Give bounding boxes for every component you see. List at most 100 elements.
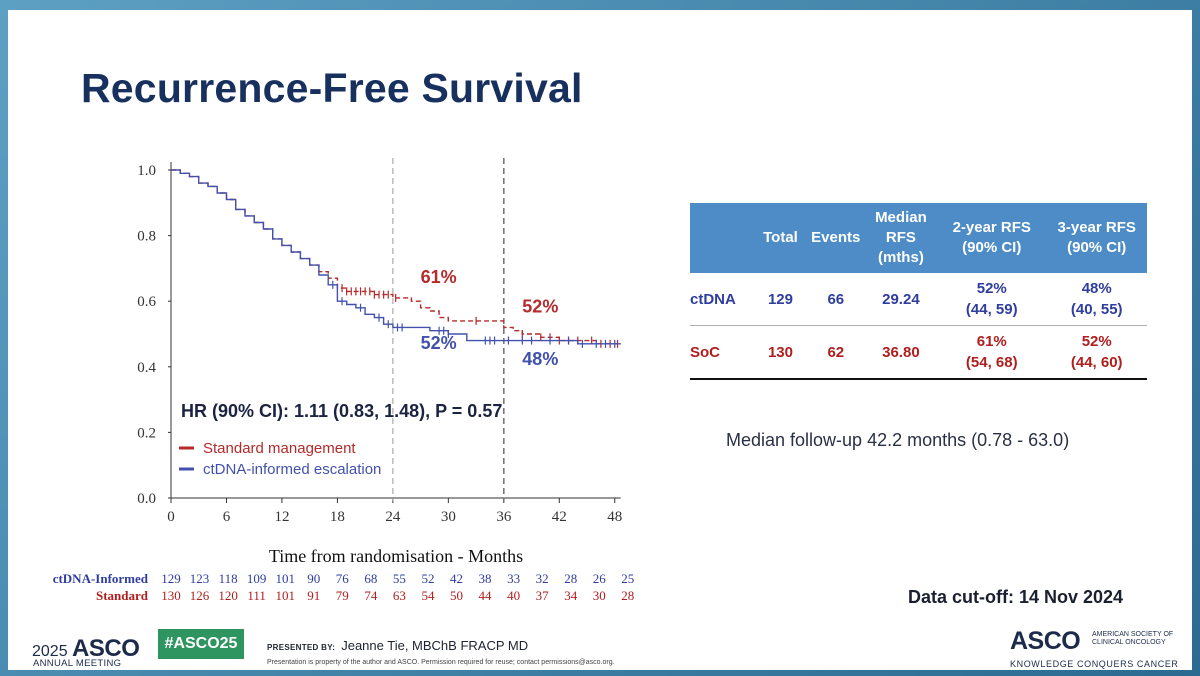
x-tick-label: 30 <box>441 509 456 525</box>
risk-value: 54 <box>421 588 435 603</box>
risk-value: 123 <box>190 571 210 586</box>
logo-asco: ASCO <box>72 635 140 662</box>
cell-2yr: 61% (54, 68) <box>937 325 1047 380</box>
x-axis-label: Time from randomisation - Months <box>269 546 523 566</box>
risk-value: 90 <box>307 571 320 586</box>
risk-value: 111 <box>247 588 266 603</box>
header-total: Total <box>763 229 798 246</box>
cell-2yr-ci: (54, 68) <box>965 354 1018 371</box>
cell-3yr: 52% (44, 60) <box>1046 325 1147 380</box>
logo-year: 2025 <box>32 643 68 660</box>
risk-value: 52 <box>421 571 434 586</box>
risk-value: 130 <box>161 588 181 603</box>
risk-value: 30 <box>593 588 606 603</box>
risk-value: 38 <box>479 571 492 586</box>
table-row-soc: SoC 130 62 36.80 61% (54, 68) 52% (44, 60) <box>690 325 1147 380</box>
y-tick-label: 0.6 <box>137 294 156 310</box>
presenter-name: Jeanne Tie, MBChB FRACP MD <box>341 638 529 653</box>
legend-label-standard: Standard management <box>203 440 356 457</box>
y-tick-label: 0.4 <box>137 360 156 376</box>
risk-value: 42 <box>450 571 463 586</box>
header-median-rfs: Median RFS (mths) <box>875 209 927 266</box>
rate-annotation: 52% <box>421 333 457 353</box>
risk-value: 118 <box>219 571 238 586</box>
risk-value: 63 <box>393 588 406 603</box>
x-tick-label: 48 <box>607 509 622 525</box>
risk-value: 91 <box>307 588 320 603</box>
risk-value: 37 <box>536 588 550 603</box>
cell-3yr: 48% (40, 55) <box>1046 273 1147 326</box>
x-tick-label: 6 <box>223 509 231 525</box>
risk-value: 129 <box>161 571 181 586</box>
risk-value: 40 <box>507 588 520 603</box>
rfs-summary-table: Total Events Median RFS (mths) 2-year RF… <box>690 203 1147 380</box>
cell-median: 36.80 <box>864 325 938 380</box>
risk-value: 33 <box>507 571 520 586</box>
km-curve <box>171 169 621 345</box>
risk-row-label: Standard <box>96 588 149 603</box>
cell-3yr-ci: (40, 55) <box>1070 301 1123 318</box>
presented-by-label: PRESENTED BY: <box>267 643 336 652</box>
cell-events: 62 <box>806 325 865 380</box>
rate-annotation: 61% <box>421 267 457 287</box>
asco-tagline: KNOWLEDGE CONQUERS CANCER <box>1010 659 1179 669</box>
cell-2yr: 52% (44, 59) <box>937 273 1047 326</box>
legend: Standard management ctDNA-informed escal… <box>179 440 381 478</box>
cell-3yr-value: 48% <box>1081 280 1112 297</box>
y-tick-label: 0.8 <box>137 229 156 245</box>
table-header-row: Total Events Median RFS (mths) 2-year RF… <box>690 203 1147 273</box>
header-blank <box>690 203 754 273</box>
risk-value: 55 <box>393 571 406 586</box>
x-tick-label: 42 <box>552 509 567 525</box>
logo-meeting-text: ANNUAL MEETING <box>33 658 122 669</box>
cell-2yr-value: 52% <box>976 280 1007 297</box>
x-tick-label: 12 <box>274 509 289 525</box>
risk-value: 25 <box>621 571 634 586</box>
header-3yr-rfs: 3-year RFS (90% CI) <box>1057 219 1136 256</box>
risk-value: 68 <box>364 571 377 586</box>
y-tick-label: 1.0 <box>137 163 156 179</box>
cell-events: 66 <box>806 273 865 326</box>
cell-3yr-value: 52% <box>1081 333 1112 350</box>
cell-median: 29.24 <box>864 273 938 326</box>
legend-label-ctdna: ctDNA-informed escalation <box>203 461 381 478</box>
risk-value: 101 <box>275 588 295 603</box>
asco-logo: ASCO <box>1010 627 1081 655</box>
risk-value: 32 <box>536 571 549 586</box>
risk-value: 50 <box>450 588 463 603</box>
risk-value: 120 <box>218 588 238 603</box>
risk-value: 101 <box>275 571 295 586</box>
risk-row-label: ctDNA-Informed <box>53 571 149 586</box>
hashtag-badge: #ASCO25 <box>158 629 244 659</box>
risk-value: 76 <box>336 571 350 586</box>
km-curve <box>171 169 621 345</box>
cell-total: 129 <box>754 273 807 326</box>
asco-society-name: AMERICAN SOCIETY OF CLINICAL ONCOLOGY <box>1092 631 1174 646</box>
risk-value: 28 <box>564 571 577 586</box>
slide: Recurrence-Free Survival 0 6 12 18 24 30 36 42 4… <box>8 10 1192 670</box>
rate-annotation: 52% <box>522 297 558 317</box>
y-tick-label: 0.0 <box>137 491 156 507</box>
presenter-line: PRESENTED BY: Jeanne Tie, MBChB FRACP MD <box>267 638 528 653</box>
cell-group: ctDNA <box>690 273 755 326</box>
risk-value: 44 <box>479 588 493 603</box>
cell-group: SoC <box>690 325 755 380</box>
risk-value: 74 <box>364 588 378 603</box>
rate-annotation: 48% <box>522 349 558 369</box>
risk-value: 109 <box>247 571 267 586</box>
hazard-ratio-text: HR (90% CI): 1.11 (0.83, 1.48), P = 0.57 <box>181 401 502 421</box>
follow-up-text: Median follow-up 42.2 months (0.78 - 63.… <box>726 430 1070 450</box>
header-2yr-rfs: 2-year RFS (90% CI) <box>952 219 1031 256</box>
risk-value: 28 <box>621 588 634 603</box>
x-tick-label: 36 <box>496 509 512 525</box>
table-row-ctdna: ctDNA 129 66 29.24 52% (44, 59) 48% (40, 5… <box>690 273 1147 326</box>
km-chart: 0 6 12 18 24 30 36 42 48 0.0 0.2 0.4 0.6 0.8 1.0 61% 52… <box>53 158 634 603</box>
data-cutoff-text: Data cut-off: 14 Nov 2024 <box>908 587 1124 607</box>
cell-total: 130 <box>754 325 807 380</box>
asco-annual-meeting-logo: 2025 ASCO <box>32 635 140 663</box>
risk-value: 26 <box>593 571 607 586</box>
risk-value: 34 <box>564 588 578 603</box>
x-tick-label: 0 <box>167 509 175 525</box>
risk-value: 79 <box>336 588 349 603</box>
risk-value: 126 <box>190 588 210 603</box>
